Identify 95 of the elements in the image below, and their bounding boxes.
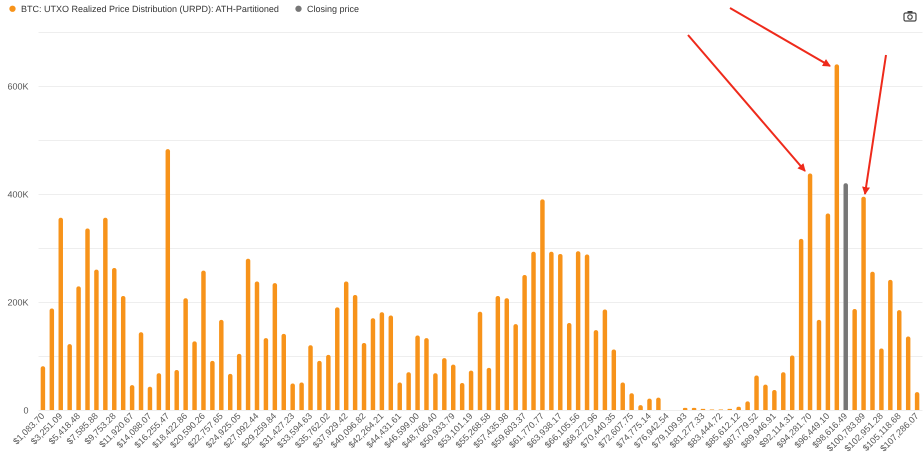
bar [629, 393, 634, 410]
bar [816, 320, 822, 410]
bar [826, 213, 830, 410]
bar [496, 296, 500, 410]
bar [138, 332, 144, 410]
bar [370, 318, 376, 410]
bar [183, 298, 188, 410]
bar [282, 334, 286, 410]
bar [558, 254, 563, 410]
bar [85, 228, 90, 410]
bar [808, 173, 812, 410]
bar [602, 310, 608, 410]
bar [566, 323, 572, 410]
bar [754, 375, 759, 410]
bar [326, 354, 331, 410]
bar [852, 309, 857, 410]
bar [362, 343, 366, 410]
bar [415, 335, 420, 410]
bar [451, 364, 456, 410]
bar [94, 270, 99, 410]
bar [433, 373, 438, 410]
bar [914, 392, 920, 410]
y-tick-label: 400K [7, 190, 28, 200]
bar [120, 296, 126, 410]
bar [148, 386, 152, 410]
bar [612, 350, 616, 410]
bar [192, 341, 197, 410]
bar [388, 316, 394, 410]
bar [460, 383, 464, 410]
bar [468, 370, 474, 410]
bar [781, 372, 786, 410]
y-tick-label: 0 [23, 406, 28, 416]
bar [513, 324, 518, 410]
bar [58, 218, 63, 410]
bar [210, 360, 215, 410]
bar [308, 345, 313, 410]
bar [745, 401, 750, 410]
legend-label: Closing price [307, 4, 360, 14]
bar [540, 199, 545, 410]
bar [861, 196, 866, 410]
bar [130, 385, 134, 410]
bar [790, 355, 794, 410]
bar [335, 307, 340, 410]
bar [228, 374, 232, 410]
bar [656, 398, 661, 410]
bar [772, 390, 777, 410]
bar [103, 218, 108, 410]
bar [879, 348, 884, 410]
bar [380, 312, 384, 410]
y-tick-label: 600K [7, 82, 28, 92]
bar [486, 368, 492, 410]
bar [299, 382, 304, 410]
bar [522, 275, 527, 410]
bar [246, 258, 250, 410]
bar [424, 338, 429, 410]
bar [584, 254, 590, 410]
bar [290, 384, 295, 410]
bar [352, 294, 358, 410]
bar [906, 336, 910, 410]
bar [112, 268, 116, 410]
bar [254, 281, 260, 410]
bar [156, 373, 162, 410]
bar [870, 272, 875, 410]
bar [40, 366, 46, 410]
bar [201, 270, 206, 410]
bar [264, 338, 268, 410]
bar [406, 372, 411, 410]
bar [897, 310, 902, 410]
bar [504, 298, 509, 410]
bar [219, 320, 224, 410]
bar [594, 330, 598, 410]
bar [174, 370, 179, 410]
y-tick-label: 200K [7, 298, 28, 308]
bar [166, 149, 170, 410]
bar [576, 251, 580, 410]
bar [50, 308, 54, 410]
bar [442, 358, 447, 410]
bar [888, 280, 893, 410]
bar [236, 354, 242, 410]
bar [317, 360, 322, 410]
bar [272, 283, 278, 410]
legend-label: BTC: UTXO Realized Price Distribution (URPD): ATH-Partitioned [21, 4, 279, 14]
bar [763, 384, 768, 410]
bar [344, 281, 348, 410]
bar [834, 64, 840, 410]
bar [798, 238, 804, 410]
bar [620, 382, 625, 410]
bar [647, 398, 652, 410]
bar [76, 286, 81, 410]
bar [531, 252, 536, 410]
bar [549, 252, 554, 410]
bar [67, 344, 72, 410]
bar [397, 382, 402, 410]
bar [478, 312, 482, 410]
bar [844, 183, 848, 410]
